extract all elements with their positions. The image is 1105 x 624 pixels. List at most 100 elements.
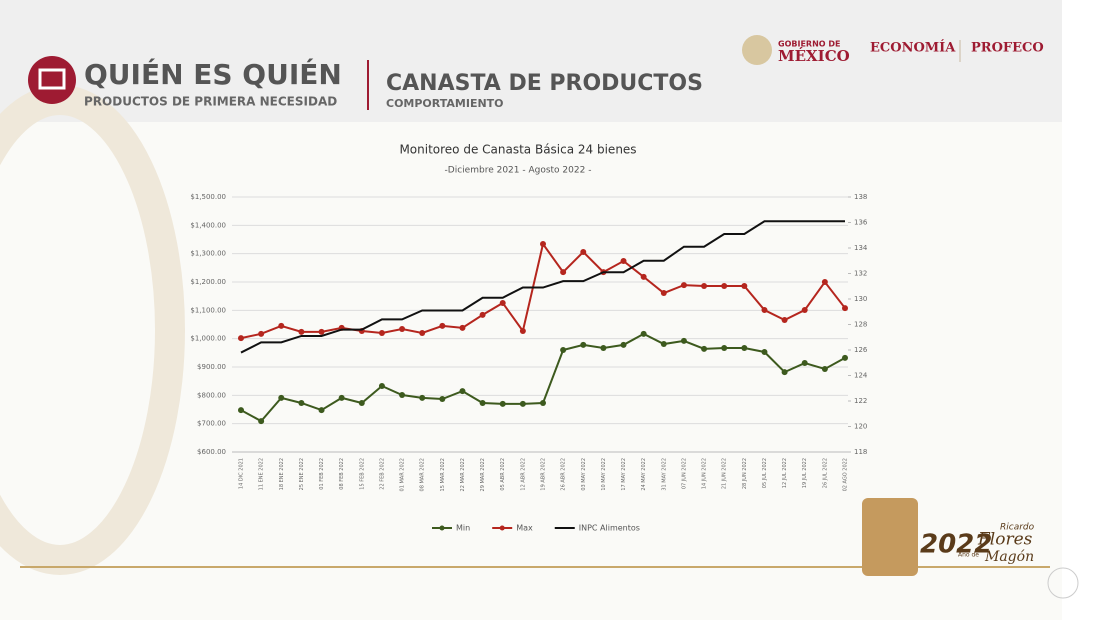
footer-name: Flores bbox=[977, 530, 1033, 550]
point bbox=[278, 394, 285, 401]
x-tick-label: 29 MAR 2022 bbox=[480, 458, 486, 491]
point bbox=[842, 354, 848, 361]
point bbox=[439, 396, 446, 403]
y-tick-label: $1,000.00 bbox=[190, 335, 226, 343]
header-title: QUIÉN ES QUIÉN bbox=[84, 57, 342, 91]
point bbox=[660, 341, 667, 348]
point bbox=[761, 348, 768, 355]
point bbox=[801, 360, 808, 367]
point bbox=[318, 407, 325, 414]
x-tick-label: 19 ABR 2022 bbox=[541, 458, 547, 491]
point bbox=[801, 307, 808, 314]
y-tick-label: $1,300.00 bbox=[190, 250, 226, 258]
x-tick-label: 14 JUN 2022 bbox=[702, 458, 708, 489]
x-tick-label: 08 MAR 2022 bbox=[420, 458, 426, 491]
y-tick-label: $1,500.00 bbox=[190, 193, 226, 201]
logo-icon bbox=[38, 68, 66, 90]
x-tick-label: 22 MAR 2022 bbox=[460, 458, 466, 491]
point bbox=[620, 258, 627, 265]
x-tick-label: 05 JUL 2022 bbox=[762, 458, 768, 488]
x-tick-label: 26 ABR 2022 bbox=[561, 458, 567, 491]
x-tick-label: 12 JUL 2022 bbox=[782, 458, 788, 488]
x-tick-label: 15 MAR 2022 bbox=[440, 458, 446, 491]
x-tick-label: 08 FEB 2022 bbox=[339, 458, 345, 490]
point bbox=[479, 311, 486, 318]
side-margin bbox=[1062, 0, 1105, 620]
legend-label: Min bbox=[456, 524, 470, 533]
x-tick-label: 07 JUN 2022 bbox=[681, 458, 687, 489]
point bbox=[620, 341, 627, 348]
gov: MÉXICO bbox=[778, 47, 850, 65]
point bbox=[298, 399, 305, 406]
point bbox=[560, 269, 567, 276]
point bbox=[721, 345, 728, 352]
y2-tick-label: 130 bbox=[854, 295, 867, 303]
point bbox=[298, 328, 305, 335]
point bbox=[821, 279, 828, 285]
portrait bbox=[862, 498, 918, 576]
seal bbox=[1047, 567, 1079, 599]
y-tick-label: $600.00 bbox=[197, 448, 226, 456]
x-tick-label: 22 FEB 2022 bbox=[379, 458, 385, 490]
point bbox=[378, 382, 385, 389]
chart-subtitle: -Diciembre 2021 - Agosto 2022 - bbox=[445, 166, 592, 176]
point bbox=[238, 407, 244, 414]
x-tick-label: 11 ENE 2022 bbox=[259, 458, 265, 490]
point bbox=[399, 326, 406, 333]
point bbox=[459, 324, 466, 331]
footer-year-sub: Año de bbox=[958, 552, 979, 559]
point bbox=[479, 399, 486, 406]
x-tick-label: 01 FEB 2022 bbox=[319, 458, 325, 490]
x-tick-label: 05 ABR 2022 bbox=[500, 458, 506, 491]
y-tick-label: $700.00 bbox=[197, 420, 226, 428]
x-tick-label: 02 AGO 2022 bbox=[843, 458, 849, 491]
point bbox=[580, 248, 587, 255]
point bbox=[540, 241, 546, 248]
x-tick-label: 28 JUN 2022 bbox=[742, 458, 748, 489]
header-band bbox=[0, 0, 1062, 122]
x-tick-label: 14 DIC 2021 bbox=[239, 458, 245, 489]
point bbox=[640, 330, 647, 337]
point bbox=[721, 282, 728, 289]
point bbox=[600, 345, 607, 352]
point bbox=[741, 345, 748, 352]
point bbox=[459, 388, 466, 395]
y2-tick-label: 126 bbox=[854, 346, 868, 354]
x-tick-label: 21 JUN 2022 bbox=[722, 458, 728, 489]
chart-title: Monitoreo de Canasta Básica 24 bienes bbox=[399, 143, 636, 157]
point bbox=[741, 282, 748, 289]
logo bbox=[28, 56, 76, 104]
point bbox=[439, 322, 446, 329]
x-tick-label: 31 MAY 2022 bbox=[661, 458, 667, 491]
point bbox=[842, 305, 848, 312]
point bbox=[419, 330, 426, 336]
legend-label: Max bbox=[516, 524, 533, 533]
point bbox=[680, 282, 687, 289]
y2-tick-label: 118 bbox=[854, 448, 867, 456]
point bbox=[660, 290, 667, 297]
x-tick-label: 10 MAY 2022 bbox=[601, 458, 607, 491]
y2-tick-label: 128 bbox=[854, 321, 867, 329]
series-line bbox=[240, 220, 845, 354]
x-tick-label: 25 ENE 2022 bbox=[299, 458, 305, 490]
section-subtitle: COMPORTAMIENTO bbox=[386, 97, 504, 110]
point bbox=[338, 394, 345, 401]
header-subtitle: PRODUCTOS DE PRIMERA NECESIDAD bbox=[84, 95, 337, 109]
x-tick-label: 15 FEB 2022 bbox=[359, 458, 365, 490]
section-title: CANASTA DE PRODUCTOS bbox=[386, 71, 703, 96]
footer-year: 2022 bbox=[920, 530, 992, 560]
y2-tick-label: 134 bbox=[854, 244, 868, 252]
point bbox=[238, 335, 244, 342]
gov-top: GOBIERNO DE bbox=[778, 40, 840, 49]
x-tick-label: 17 MAY 2022 bbox=[621, 458, 627, 491]
y-tick-label: $800.00 bbox=[197, 391, 226, 399]
y2-tick-label: 122 bbox=[854, 397, 867, 405]
point bbox=[680, 337, 687, 344]
point bbox=[519, 400, 526, 407]
point bbox=[258, 330, 265, 337]
point bbox=[419, 394, 426, 401]
x-tick-label: 19 JUL 2022 bbox=[802, 458, 808, 488]
economia: ECONOMÍA bbox=[870, 40, 956, 56]
point bbox=[358, 399, 365, 406]
